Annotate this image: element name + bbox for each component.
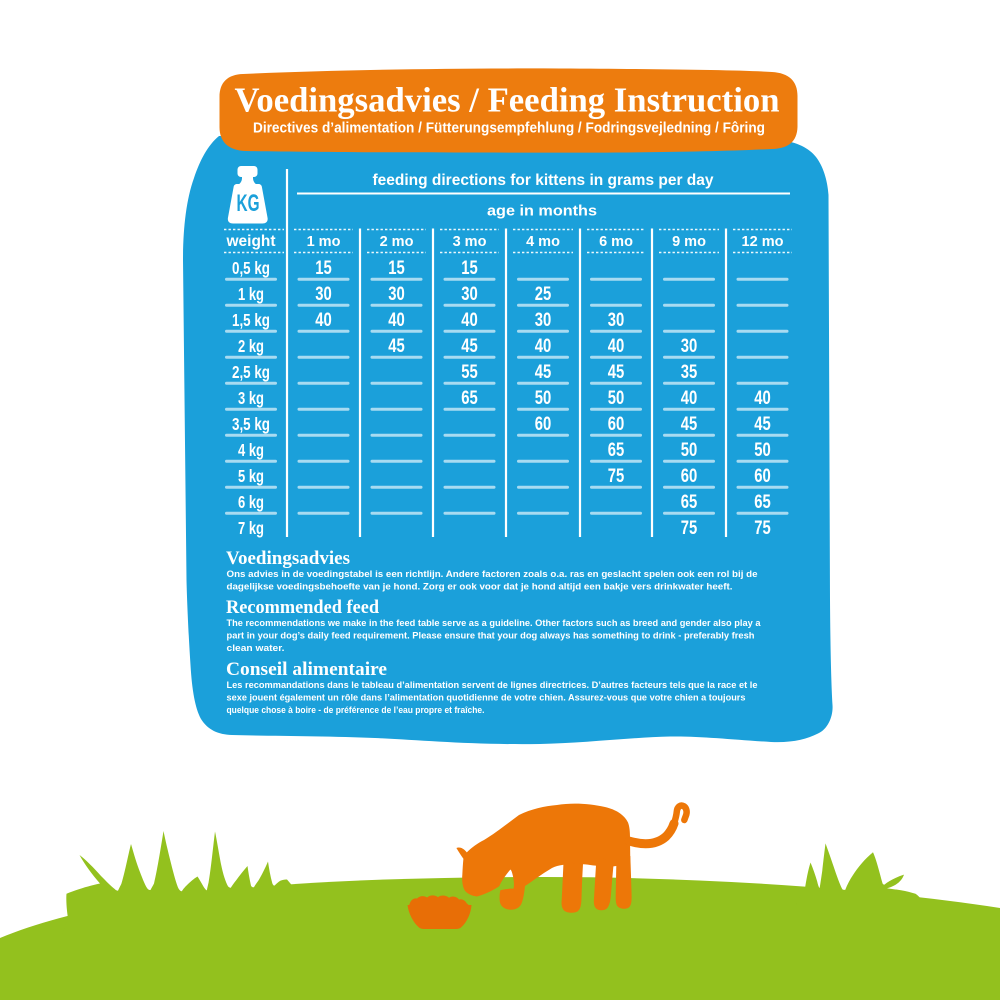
svg-text:40: 40 <box>461 310 478 331</box>
svg-text:75: 75 <box>608 466 625 487</box>
svg-text:50: 50 <box>535 388 552 409</box>
svg-text:50: 50 <box>681 440 698 461</box>
svg-text:age in months: age in months <box>487 203 597 219</box>
svg-text:6 mo: 6 mo <box>599 234 633 250</box>
svg-text:2,5 kg: 2,5 kg <box>232 362 270 382</box>
svg-text:12 mo: 12 mo <box>742 234 784 250</box>
svg-text:65: 65 <box>681 492 698 513</box>
svg-text:Ons advies in de voedingstabel: Ons advies in de voedingstabel is een ri… <box>227 569 758 580</box>
svg-text:2 mo: 2 mo <box>380 234 414 250</box>
svg-text:40: 40 <box>754 388 771 409</box>
svg-text:1 kg: 1 kg <box>238 284 264 304</box>
svg-text:15: 15 <box>388 258 405 279</box>
svg-text:30: 30 <box>315 284 332 305</box>
svg-text:15: 15 <box>461 258 478 279</box>
svg-text:quelque chose à boire - de pré: quelque chose à boire - de préférence de… <box>227 705 485 716</box>
svg-text:45: 45 <box>754 414 771 435</box>
svg-text:30: 30 <box>461 284 478 305</box>
svg-text:50: 50 <box>754 440 771 461</box>
svg-text:2 kg: 2 kg <box>238 336 264 356</box>
svg-text:1 mo: 1 mo <box>307 234 341 250</box>
svg-text:KG: KG <box>237 190 260 217</box>
svg-text:feeding directions for kittens: feeding directions for kittens in grams … <box>373 172 714 189</box>
svg-text:40: 40 <box>315 310 332 331</box>
svg-text:weight: weight <box>226 233 277 250</box>
svg-text:9 mo: 9 mo <box>672 234 706 250</box>
svg-text:45: 45 <box>681 414 698 435</box>
svg-text:Voedingsadvies: Voedingsadvies <box>226 549 350 569</box>
svg-text:4 mo: 4 mo <box>526 234 560 250</box>
svg-text:60: 60 <box>681 466 698 487</box>
svg-text:45: 45 <box>535 362 552 383</box>
svg-text:15: 15 <box>315 258 332 279</box>
svg-text:part in your dog’s daily feed: part in your dog’s daily feed requiremen… <box>227 631 755 642</box>
svg-text:60: 60 <box>608 414 625 435</box>
svg-text:40: 40 <box>388 310 405 331</box>
svg-text:Voedingsadvies / Feeding Instr: Voedingsadvies / Feeding Instruction <box>235 81 780 120</box>
svg-text:55: 55 <box>461 362 478 383</box>
svg-text:60: 60 <box>754 466 771 487</box>
svg-text:45: 45 <box>388 336 405 357</box>
svg-text:5 kg: 5 kg <box>238 466 264 486</box>
svg-text:Les recommandations dans le ta: Les recommandations dans le tableau d’al… <box>227 680 758 691</box>
svg-text:30: 30 <box>608 310 625 331</box>
svg-text:40: 40 <box>608 336 625 357</box>
svg-text:25: 25 <box>535 284 552 305</box>
svg-text:4 kg: 4 kg <box>238 440 264 460</box>
svg-text:35: 35 <box>681 362 698 383</box>
svg-text:40: 40 <box>535 336 552 357</box>
svg-text:3 kg: 3 kg <box>238 388 264 408</box>
svg-text:65: 65 <box>608 440 625 461</box>
svg-text:75: 75 <box>681 518 698 539</box>
svg-text:Recommended feed: Recommended feed <box>226 598 380 618</box>
svg-text:clean water.: clean water. <box>227 643 285 654</box>
svg-text:60: 60 <box>535 414 552 435</box>
svg-text:dagelijkse voedingsbehoefte va: dagelijkse voedingsbehoefte van je hond.… <box>227 582 733 593</box>
svg-text:0,5 kg: 0,5 kg <box>232 258 270 278</box>
svg-text:1,5 kg: 1,5 kg <box>232 310 270 330</box>
svg-text:50: 50 <box>608 388 625 409</box>
svg-text:75: 75 <box>754 518 771 539</box>
svg-text:40: 40 <box>681 388 698 409</box>
svg-text:45: 45 <box>608 362 625 383</box>
svg-text:30: 30 <box>388 284 405 305</box>
svg-text:sexe jouent également un rôle: sexe jouent également un rôle dans l’ali… <box>227 693 746 704</box>
svg-text:Directives d’alimentation / Fü: Directives d’alimentation / Fütterungsem… <box>253 120 765 137</box>
svg-text:65: 65 <box>461 388 478 409</box>
svg-text:30: 30 <box>681 336 698 357</box>
svg-text:The recommendations we make in: The recommendations we make in the feed … <box>227 618 762 629</box>
svg-text:7 kg: 7 kg <box>238 518 264 538</box>
svg-text:45: 45 <box>461 336 478 357</box>
svg-text:3 mo: 3 mo <box>453 234 487 250</box>
svg-text:3,5 kg: 3,5 kg <box>232 414 270 434</box>
svg-text:Conseil alimentaire: Conseil alimentaire <box>226 660 387 680</box>
svg-text:30: 30 <box>535 310 552 331</box>
svg-text:6 kg: 6 kg <box>238 492 264 512</box>
svg-text:65: 65 <box>754 492 771 513</box>
